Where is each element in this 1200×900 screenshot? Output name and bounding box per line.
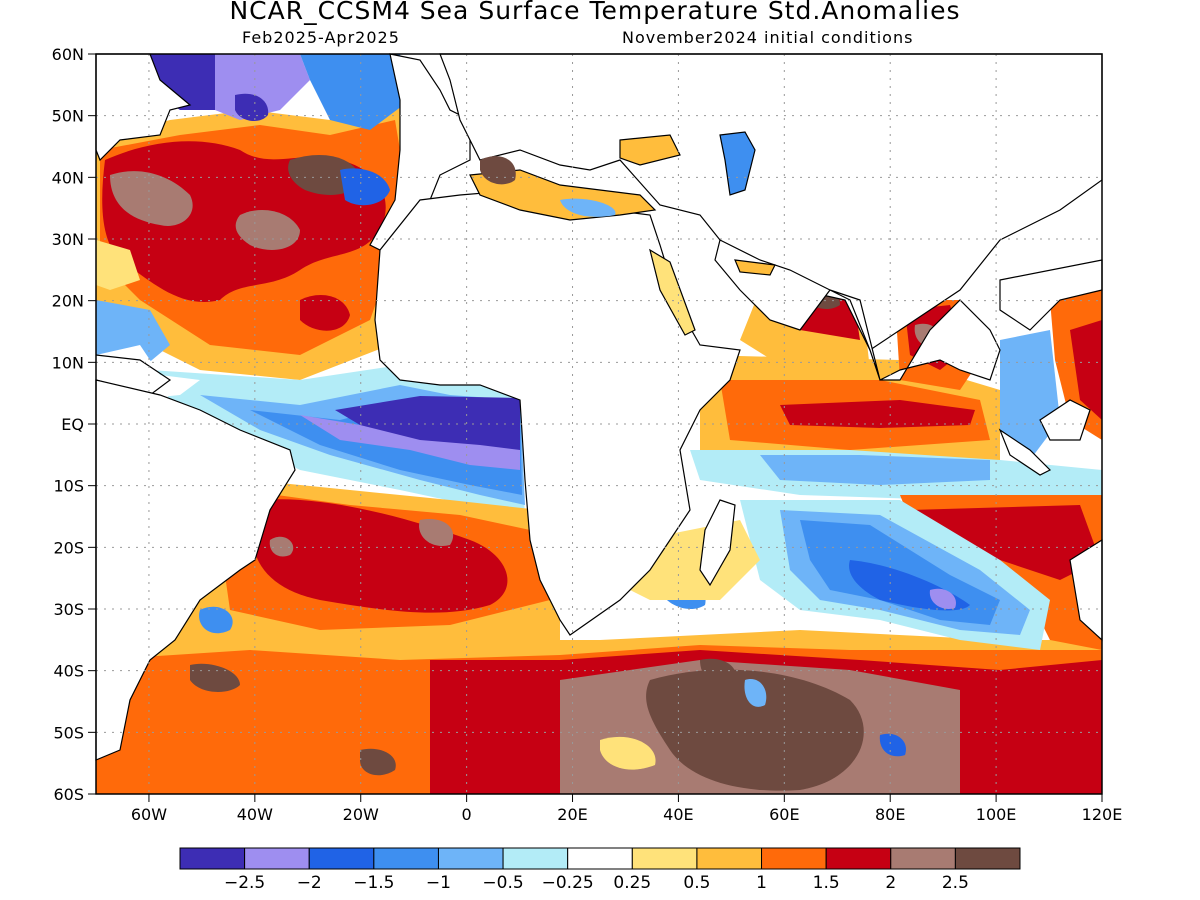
latitude-label: 20N [52, 292, 84, 311]
colorbar-box [437, 847, 504, 870]
longitude-label: 0 [462, 805, 472, 824]
colorbar-box [502, 847, 569, 870]
latitude-label: 60N [52, 45, 84, 64]
colorbar-labels: −2.5 −2 −1.5 −1 −0.5 −0.25 0.25 0.5 1 1.5 2 2.5 [224, 873, 969, 893]
colorbar-label: 2.5 [942, 873, 969, 893]
longitude-label: 100E [976, 805, 1017, 824]
latitude-label: 60S [53, 785, 84, 804]
longitude-label: 60W [131, 805, 167, 824]
colorbar-box [179, 847, 246, 870]
colorbar-label: 1 [756, 873, 767, 893]
colorbar-label: −2 [297, 873, 322, 893]
longitude-label: 20W [343, 805, 379, 824]
colorbar-box [308, 847, 375, 870]
longitude-label: 20E [557, 805, 587, 824]
latitude-label: 20S [53, 538, 84, 557]
latitude-label: 30N [52, 230, 84, 249]
latitude-labels: 60N 50N 40N 30N 20N 10N EQ 10S 20S 30S 40S 50S 60S [52, 45, 96, 804]
longitude-label: 40E [663, 805, 693, 824]
initial-conditions: November2024 initial conditions [622, 28, 914, 47]
latitude-label: EQ [61, 415, 84, 434]
colorbar-box [631, 847, 698, 870]
colorbar-label: −1 [426, 873, 451, 893]
latitude-label: 40S [53, 662, 84, 681]
colorbar-label: −0.25 [542, 873, 594, 893]
longitude-label: 120E [1082, 805, 1123, 824]
colorbar-boxes [179, 847, 1021, 870]
latitude-label: 30S [53, 600, 84, 619]
colorbar-label: −0.5 [482, 873, 523, 893]
latitude-label: 10S [53, 477, 84, 496]
longitude-label: 40W [237, 805, 273, 824]
colorbar-box [696, 847, 763, 870]
colorbar-box [244, 847, 310, 870]
map-title: NCAR_CCSM4 Sea Surface Temperature Std.A… [229, 0, 961, 25]
latitude-label: 40N [52, 168, 84, 187]
colorbar-box [890, 847, 956, 870]
graticule [96, 54, 1102, 794]
latitude-label: 10N [52, 353, 84, 372]
longitude-label: 60E [769, 805, 799, 824]
colorbar-box [761, 847, 827, 870]
colorbar-label: 1.5 [813, 873, 840, 893]
latitude-label: 50N [52, 107, 84, 126]
colorbar-label: 0.5 [683, 873, 710, 893]
colorbar-label: −1.5 [353, 873, 394, 893]
longitude-label: 80E [875, 805, 905, 824]
colorbar-label: −2.5 [224, 873, 265, 893]
colorbar-label: 0.25 [613, 873, 651, 893]
forecast-period: Feb2025-Apr2025 [242, 28, 400, 47]
colorbar-label: 2 [885, 873, 896, 893]
colorbar-box [954, 847, 1021, 870]
colorbar-box [567, 847, 633, 870]
latitude-label: 50S [53, 723, 84, 742]
longitude-labels: 60W 40W 20W 0 20E 40E 60E 80E 100E 120E [131, 794, 1122, 824]
colorbar-box [825, 847, 892, 870]
land [95, 53, 1103, 761]
colorbar-box [373, 847, 439, 870]
